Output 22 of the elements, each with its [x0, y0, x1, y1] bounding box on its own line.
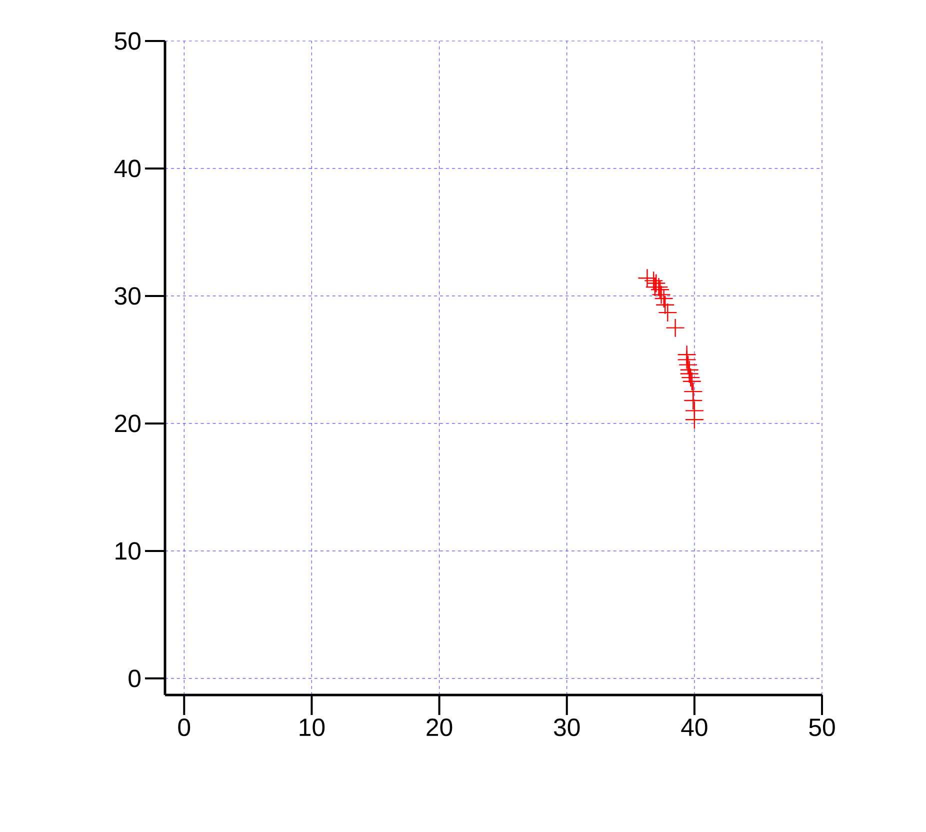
y-tick-label: 20: [115, 414, 140, 432]
x-tick-label: 20: [426, 718, 452, 736]
point: [682, 372, 702, 391]
x-tick-label: 50: [809, 718, 835, 736]
y-tick-label: 40: [114, 160, 140, 178]
y-tick-label: 0: [128, 670, 140, 688]
y-tick-label: 50: [114, 32, 140, 50]
point: [658, 302, 678, 322]
y-tick-label: 10: [116, 542, 140, 560]
point: [656, 295, 675, 314]
point: [684, 390, 703, 410]
x-tick-label: 10: [300, 718, 325, 736]
y-tick-label: 30: [114, 287, 140, 305]
point: [684, 410, 704, 430]
x-tick-label: 0: [178, 718, 190, 736]
x-tick-label: 30: [554, 718, 580, 736]
x-tick-label: 40: [681, 718, 708, 736]
point: [681, 368, 700, 388]
point: [680, 364, 699, 384]
point: [677, 350, 696, 370]
point: [678, 355, 698, 374]
point: [666, 318, 685, 338]
